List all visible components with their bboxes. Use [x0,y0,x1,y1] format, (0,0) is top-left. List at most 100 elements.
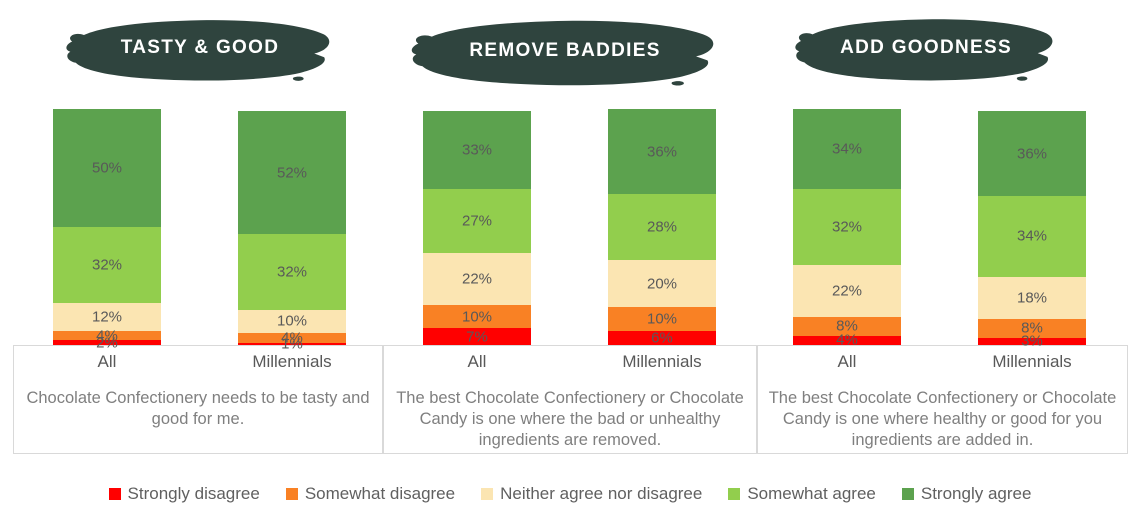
bar-segment: 34% [978,196,1086,277]
bar-segment-value-label: 22% [461,270,493,288]
bar-segment-value-label: 32% [276,263,308,281]
legend-label: Somewhat agree [747,484,876,503]
bar-group-label: Millennials [252,352,332,371]
bar-group-label: All [97,352,117,371]
bar-segment-value-label: 12% [91,308,123,326]
bar-segment: 32% [238,234,346,310]
legend-swatch-icon [285,488,298,500]
panel-title: TASTY & GOOD [120,37,280,58]
bar-segment-value-label: 18% [1016,289,1048,307]
bar-segment: 10% [238,309,346,334]
panel-header-tasty-good: TASTY & GOOD [64,11,336,85]
bar-segment: 6% [608,329,716,346]
legend-swatch-icon [108,488,121,500]
bar-segment-value-label: 7% [466,328,488,346]
bar-segment: 22% [793,264,901,317]
bar-segment: 4% [238,329,346,346]
bar-segment: 36% [978,111,1086,197]
bar-segment-value-label: 20% [646,275,678,293]
bar-segment-value-label: 52% [276,164,308,182]
stacked-bar: 1% 4% 10% 32% 52% [238,111,346,352]
bar-segment-value-label: 1% [281,335,303,353]
panel-caption: The best Chocolate Confectionery or Choc… [768,389,1117,449]
bar-group-label: Millennials [992,352,1072,371]
legend-swatch-icon [728,488,741,500]
bar-segment: 10% [423,304,531,329]
legend-item: Neither agree nor disagree [481,484,702,504]
bar-segment-value-label: 22% [831,282,863,300]
panel-header-add-goodness: ADD GOODNESS [793,10,1059,85]
panel-caption-box: The best Chocolate Confectionery or Choc… [383,345,757,454]
stacked-bar: 3% 8% 18% 34% 36% [978,111,1086,350]
legend-label: Somewhat disagree [304,484,456,503]
bar-segment-value-label: 34% [831,140,863,158]
bar-segment-value-label: 34% [1016,227,1048,245]
bar-segment: 36% [608,109,716,194]
bar-segment: 1% [238,335,346,352]
bar-segment: 7% [423,328,531,345]
bar-group-label: Millennials [622,352,702,371]
bar-segment-value-label: 8% [1021,319,1043,337]
brush-stroke-shape [66,20,330,81]
panel-caption: Chocolate Confectionery needs to be tast… [26,389,370,428]
panel-title: ADD GOODNESS [840,36,1012,58]
legend-swatch-icon [901,488,914,500]
bar-segment-value-label: 28% [646,218,678,236]
bar-segment-value-label: 33% [461,141,493,159]
bar-segment: 32% [53,227,161,303]
panel-title: REMOVE BADDIES [469,39,661,61]
bar-segment-value-label: 36% [646,143,678,160]
legend-item: Somewhat agree [728,484,876,504]
bar-segment: 10% [608,307,716,331]
bar-segment-value-label: 50% [91,159,123,177]
panel-caption: The best Chocolate Confectionery or Choc… [396,389,744,449]
panel-caption-box: The best Chocolate Confectionery or Choc… [757,345,1128,454]
legend-label: Strongly disagree [127,484,260,503]
bar-segment-value-label: 32% [91,256,123,274]
bar-segment: 8% [793,316,901,336]
bar-segment-value-label: 2% [96,334,118,352]
brush-stroke-shape [411,20,714,86]
legend-swatch-icon [481,488,494,500]
legend-item: Somewhat disagree [285,484,456,504]
legend-label: Neither agree nor disagree [500,484,703,503]
bar-segment-value-label: 10% [461,308,493,326]
bar-segment: 8% [978,319,1086,338]
bar-segment-value-label: 4% [281,329,303,347]
panel-header-remove-baddies: REMOVE BADDIES [409,11,721,90]
bar-group-label: All [467,352,487,371]
bar-segment: 27% [423,189,531,253]
bar-segment: 20% [608,260,716,308]
stacked-bar: 7% 10% 22% 27% 33% [423,111,531,345]
legend-item: Strongly agree [901,484,1032,504]
bar-segment-value-label: 8% [836,317,858,335]
bar-segment: 28% [608,193,716,261]
bar-segment: 34% [793,109,901,190]
bar-segment-value-label: 10% [276,312,308,330]
bar-segment-value-label: 10% [646,310,678,328]
bar-segment-value-label: 32% [831,218,863,236]
bar-segment: 2% [53,334,161,351]
bar-segment: 22% [423,252,531,305]
legend: Strongly disagree Somewhat disagree Neithe… [0,484,1140,504]
bar-segment: 4% [793,332,901,349]
bar-segment-value-label: 27% [461,212,493,230]
bar-segment: 12% [53,302,161,331]
stacked-bar: 4% 8% 22% 32% 34% [793,109,901,349]
bar-segment-value-label: 4% [96,327,118,345]
bar-segment: 32% [793,189,901,265]
bar-segment: 52% [238,111,346,235]
bar-segment: 3% [978,333,1086,350]
stacked-bar: 2% 4% 12% 32% 50% [53,109,161,351]
bar-segment: 18% [978,276,1086,320]
brush-stroke-shape [795,19,1053,81]
panel-caption-box: Chocolate Confectionery needs to be tast… [13,345,383,454]
legend-label: Strongly agree [920,484,1032,503]
bar-segment: 50% [53,109,161,228]
legend-item: Strongly disagree [108,484,260,504]
bar-group-label: All [837,352,857,371]
bar-segment-value-label: 3% [1021,332,1043,350]
bar-segment: 33% [423,111,531,190]
bar-segment: 4% [53,327,161,344]
